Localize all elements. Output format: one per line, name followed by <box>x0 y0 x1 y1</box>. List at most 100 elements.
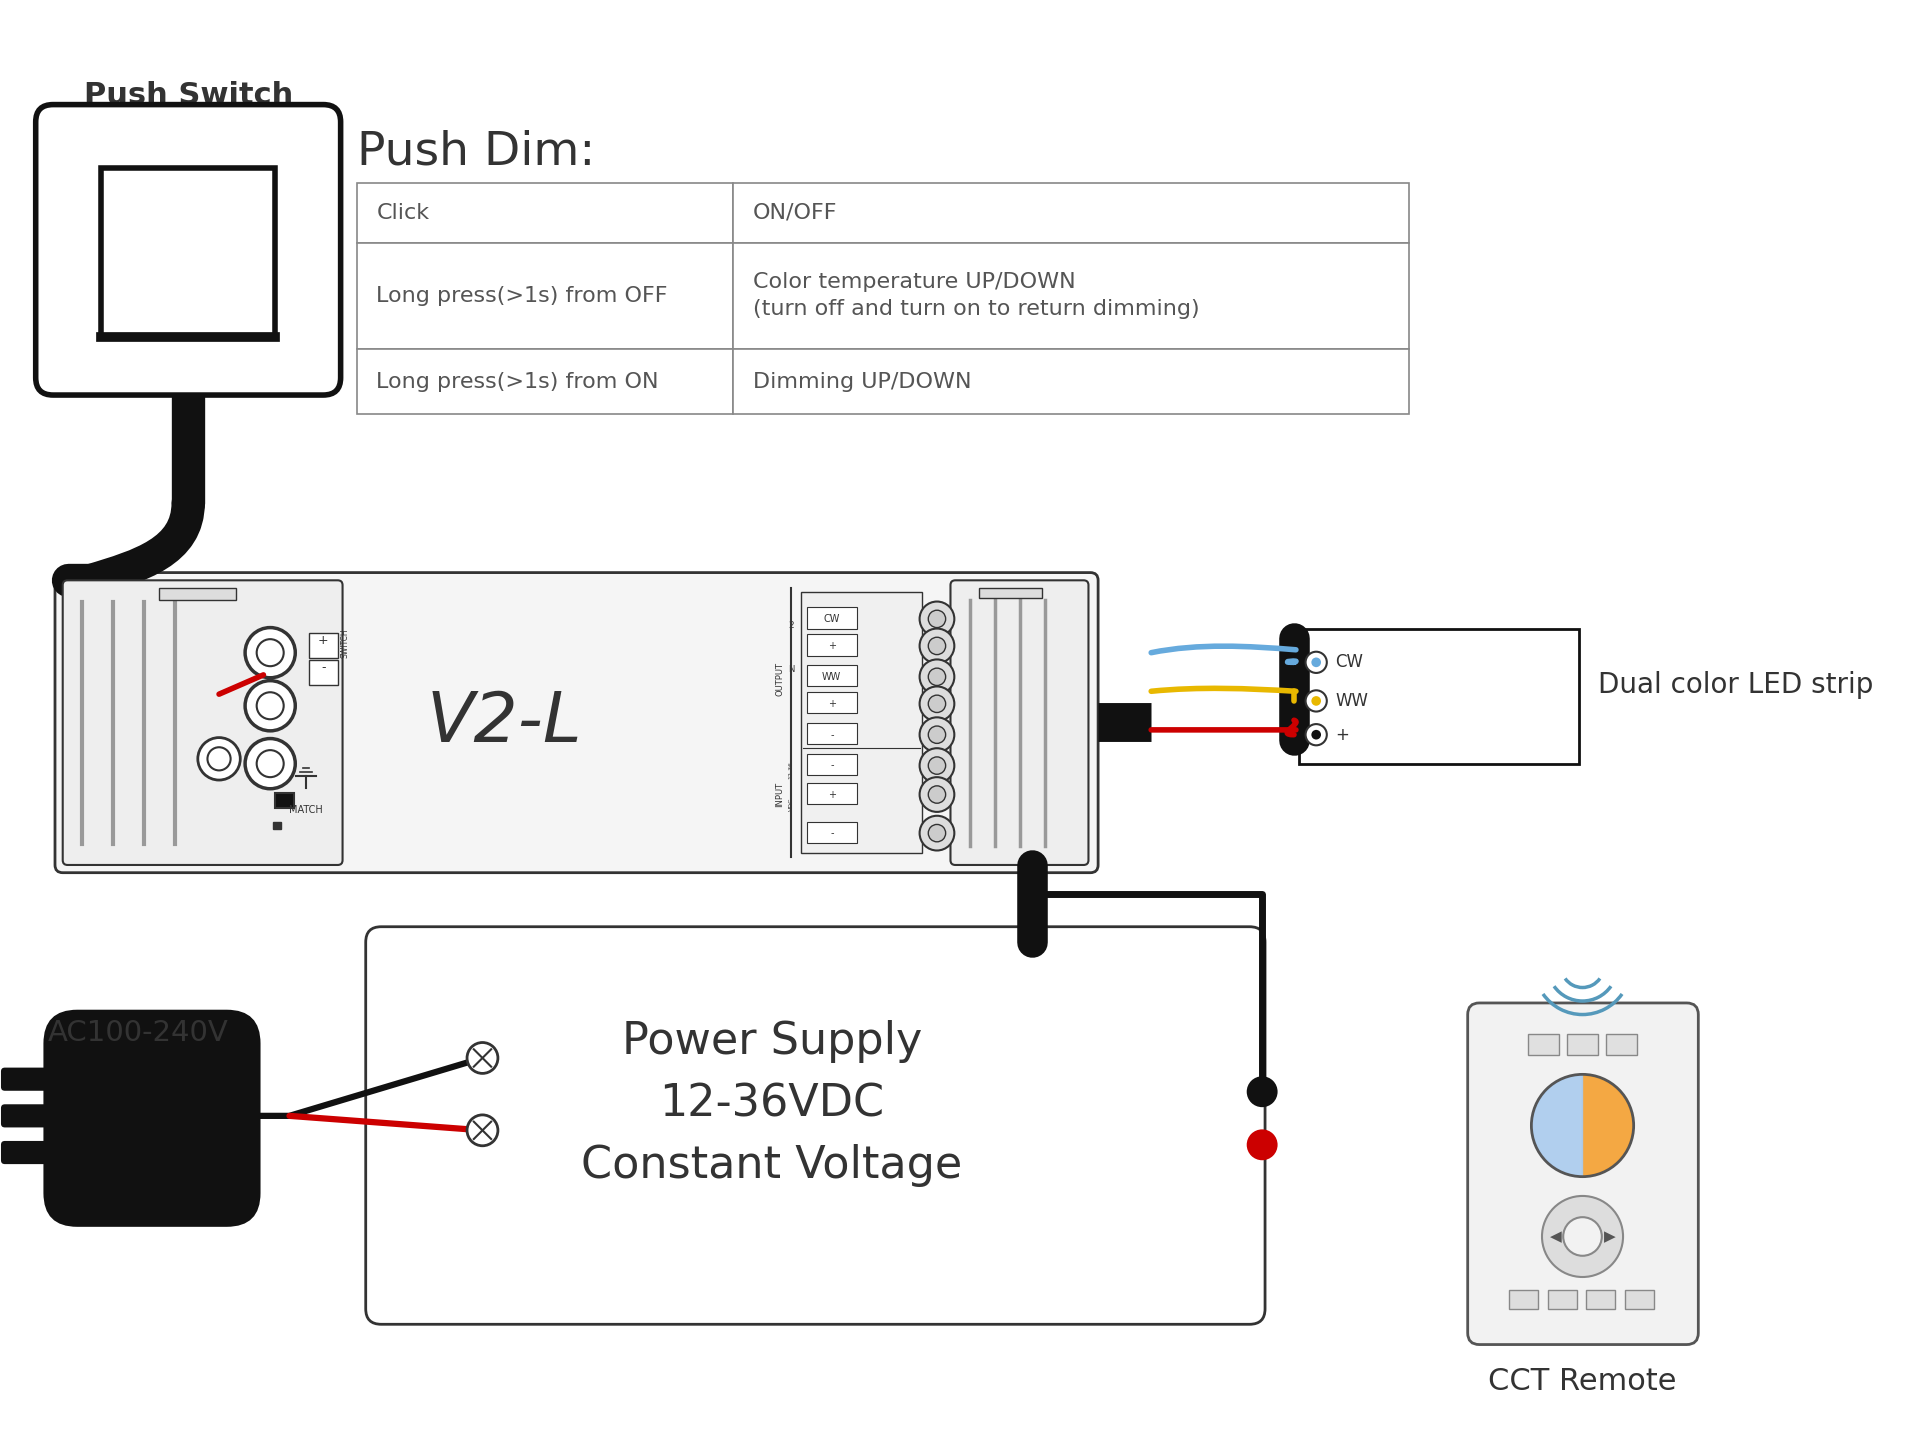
FancyBboxPatch shape <box>806 754 856 776</box>
FancyBboxPatch shape <box>357 243 733 349</box>
FancyBboxPatch shape <box>36 105 340 395</box>
Circle shape <box>1306 690 1327 712</box>
Circle shape <box>920 686 954 721</box>
Circle shape <box>1311 696 1321 706</box>
FancyBboxPatch shape <box>801 591 922 853</box>
Circle shape <box>257 692 284 719</box>
Circle shape <box>467 1114 497 1146</box>
FancyBboxPatch shape <box>309 634 338 658</box>
Circle shape <box>467 1042 497 1074</box>
Text: WW: WW <box>822 671 841 681</box>
Circle shape <box>920 602 954 636</box>
FancyBboxPatch shape <box>806 821 856 843</box>
Text: V2-L: V2-L <box>426 689 582 756</box>
Text: -: - <box>829 828 833 838</box>
Text: N: N <box>787 664 795 674</box>
Text: -: - <box>829 760 833 770</box>
FancyBboxPatch shape <box>733 243 1409 349</box>
FancyBboxPatch shape <box>1586 1290 1615 1309</box>
Polygon shape <box>1532 1075 1582 1175</box>
FancyBboxPatch shape <box>806 692 856 713</box>
FancyBboxPatch shape <box>1567 1035 1597 1055</box>
FancyBboxPatch shape <box>1548 1290 1576 1309</box>
FancyBboxPatch shape <box>309 661 338 686</box>
Circle shape <box>246 680 296 731</box>
Circle shape <box>246 628 296 677</box>
Text: CW: CW <box>824 615 839 623</box>
Text: SWITCH: SWITCH <box>340 629 349 658</box>
FancyBboxPatch shape <box>1467 1003 1699 1344</box>
FancyBboxPatch shape <box>273 821 280 830</box>
Circle shape <box>1246 1129 1277 1161</box>
FancyBboxPatch shape <box>63 580 342 865</box>
Text: VDC: VDC <box>789 798 793 811</box>
Circle shape <box>920 718 954 753</box>
Circle shape <box>927 726 947 744</box>
Text: Click: Click <box>376 202 430 222</box>
Text: INPUT: INPUT <box>776 782 783 806</box>
FancyBboxPatch shape <box>1528 1035 1559 1055</box>
Text: Long press(>1s) from ON: Long press(>1s) from ON <box>376 372 659 391</box>
Circle shape <box>1311 729 1321 740</box>
FancyBboxPatch shape <box>806 607 856 629</box>
FancyBboxPatch shape <box>806 783 856 804</box>
FancyBboxPatch shape <box>806 635 856 655</box>
Circle shape <box>927 610 947 628</box>
FancyBboxPatch shape <box>1298 629 1578 764</box>
Text: CW: CW <box>1336 654 1363 671</box>
Circle shape <box>927 638 947 655</box>
FancyBboxPatch shape <box>357 183 733 243</box>
FancyBboxPatch shape <box>733 183 1409 243</box>
FancyBboxPatch shape <box>2 1068 81 1091</box>
Text: AC100-240V: AC100-240V <box>48 1020 228 1048</box>
Circle shape <box>920 777 954 812</box>
FancyBboxPatch shape <box>2 1141 81 1164</box>
FancyBboxPatch shape <box>1605 1035 1636 1055</box>
Text: CCT Remote: CCT Remote <box>1488 1367 1676 1396</box>
Polygon shape <box>1582 1075 1632 1175</box>
FancyBboxPatch shape <box>1624 1290 1653 1309</box>
Circle shape <box>1563 1218 1601 1255</box>
Circle shape <box>927 668 947 686</box>
Text: Push Dim:: Push Dim: <box>357 129 595 174</box>
Circle shape <box>920 815 954 850</box>
Circle shape <box>198 738 240 780</box>
Circle shape <box>927 757 947 774</box>
Text: Long press(>1s) from OFF: Long press(>1s) from OFF <box>376 286 668 305</box>
Text: +: + <box>319 634 328 647</box>
FancyBboxPatch shape <box>275 792 294 808</box>
Circle shape <box>1306 652 1327 673</box>
Text: 12-36: 12-36 <box>789 761 793 779</box>
Text: -: - <box>829 729 833 740</box>
FancyBboxPatch shape <box>1509 1290 1538 1309</box>
FancyBboxPatch shape <box>979 588 1043 597</box>
Circle shape <box>246 738 296 789</box>
Text: OUTPUT: OUTPUT <box>776 661 783 696</box>
Text: Push Switch: Push Switch <box>84 81 292 110</box>
Circle shape <box>1542 1196 1622 1277</box>
Text: -: - <box>321 661 326 674</box>
Text: MATCH: MATCH <box>290 805 323 815</box>
FancyBboxPatch shape <box>159 588 236 600</box>
Circle shape <box>1246 1077 1277 1107</box>
FancyBboxPatch shape <box>733 349 1409 414</box>
FancyBboxPatch shape <box>102 169 275 337</box>
Text: ▶: ▶ <box>1603 1229 1615 1244</box>
Text: +: + <box>828 641 835 651</box>
FancyBboxPatch shape <box>365 927 1265 1324</box>
Circle shape <box>920 748 954 783</box>
Text: +: + <box>828 699 835 709</box>
FancyBboxPatch shape <box>2 1104 81 1128</box>
Text: +: + <box>1336 725 1350 744</box>
Circle shape <box>1311 658 1321 667</box>
Circle shape <box>920 660 954 695</box>
FancyBboxPatch shape <box>56 572 1098 873</box>
Text: ON/OFF: ON/OFF <box>753 202 837 222</box>
Text: WW: WW <box>1336 692 1369 711</box>
FancyBboxPatch shape <box>950 580 1089 865</box>
FancyBboxPatch shape <box>44 1010 261 1226</box>
Circle shape <box>920 629 954 664</box>
Circle shape <box>257 750 284 777</box>
Circle shape <box>927 786 947 804</box>
Circle shape <box>927 824 947 841</box>
